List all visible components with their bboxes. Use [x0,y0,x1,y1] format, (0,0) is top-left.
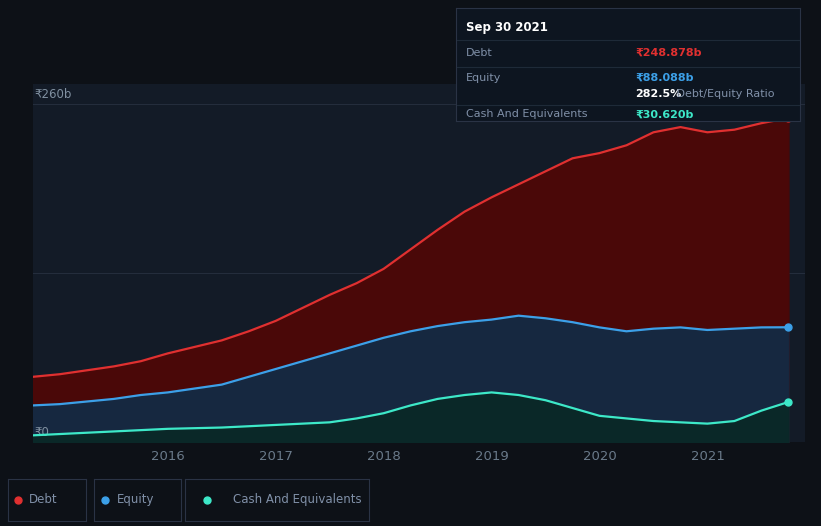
Text: ₹88.088b: ₹88.088b [635,73,694,83]
Text: ₹30.620b: ₹30.620b [635,109,694,119]
Text: ₹0: ₹0 [34,426,49,439]
Text: Sep 30 2021: Sep 30 2021 [466,21,548,34]
Text: Debt/Equity Ratio: Debt/Equity Ratio [673,89,774,99]
Text: 282.5%: 282.5% [635,89,681,99]
Text: Debt: Debt [466,48,493,58]
Text: Debt: Debt [29,493,57,506]
Text: Equity: Equity [117,493,154,506]
Text: ₹260b: ₹260b [34,88,71,101]
Text: Equity: Equity [466,73,502,83]
Text: ₹248.878b: ₹248.878b [635,48,701,58]
Text: Cash And Equivalents: Cash And Equivalents [233,493,361,506]
Text: Cash And Equivalents: Cash And Equivalents [466,109,588,119]
